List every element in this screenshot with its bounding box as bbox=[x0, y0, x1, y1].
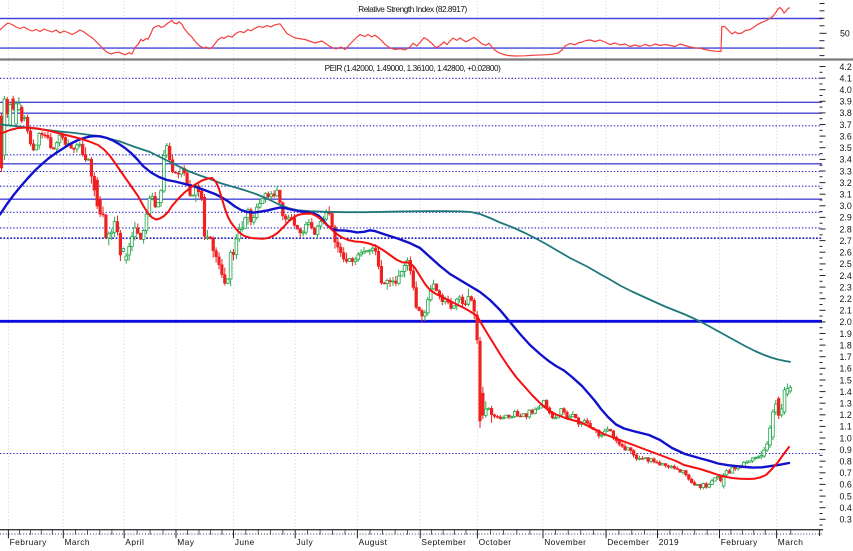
svg-text:3.0: 3.0 bbox=[840, 201, 852, 211]
svg-text:3.9: 3.9 bbox=[840, 97, 852, 107]
svg-text:October: October bbox=[479, 537, 512, 547]
svg-text:March: March bbox=[65, 537, 91, 547]
svg-text:2.3: 2.3 bbox=[840, 282, 852, 292]
svg-text:June: June bbox=[235, 537, 255, 547]
svg-text:0.9: 0.9 bbox=[840, 445, 852, 455]
svg-text:February: February bbox=[721, 537, 758, 547]
svg-text:2.6: 2.6 bbox=[840, 248, 852, 258]
svg-text:1.5: 1.5 bbox=[840, 375, 852, 385]
svg-text:2.0: 2.0 bbox=[840, 317, 852, 327]
svg-text:3.4: 3.4 bbox=[840, 155, 852, 165]
svg-text:4.0: 4.0 bbox=[840, 85, 852, 95]
svg-text:2019: 2019 bbox=[659, 537, 679, 547]
svg-text:0.4: 0.4 bbox=[840, 503, 852, 513]
svg-text:November: November bbox=[544, 537, 586, 547]
svg-text:2.9: 2.9 bbox=[840, 213, 852, 223]
svg-text:4.1: 4.1 bbox=[840, 73, 852, 83]
svg-text:2.7: 2.7 bbox=[840, 236, 852, 246]
svg-text:0.8: 0.8 bbox=[840, 457, 852, 467]
svg-text:1.8: 1.8 bbox=[840, 340, 852, 350]
svg-text:PEIR (1.42000, 1.49000, 1.3610: PEIR (1.42000, 1.49000, 1.36100, 1.42800… bbox=[325, 64, 502, 73]
svg-text:1.4: 1.4 bbox=[840, 387, 852, 397]
svg-text:0.5: 0.5 bbox=[840, 491, 852, 501]
svg-text:1.6: 1.6 bbox=[840, 364, 852, 374]
svg-text:1.1: 1.1 bbox=[840, 422, 852, 432]
svg-text:3.8: 3.8 bbox=[840, 108, 852, 118]
svg-text:2.1: 2.1 bbox=[840, 306, 852, 316]
svg-text:May: May bbox=[177, 537, 195, 547]
svg-text:1.9: 1.9 bbox=[840, 329, 852, 339]
svg-text:4.2: 4.2 bbox=[840, 62, 852, 72]
svg-text:December: December bbox=[607, 537, 649, 547]
svg-text:1.3: 1.3 bbox=[840, 399, 852, 409]
svg-text:April: April bbox=[125, 537, 144, 547]
svg-text:3.1: 3.1 bbox=[840, 190, 852, 200]
svg-text:0.3: 0.3 bbox=[840, 515, 852, 525]
svg-text:2.8: 2.8 bbox=[840, 224, 852, 234]
svg-text:February: February bbox=[10, 537, 47, 547]
svg-text:September: September bbox=[421, 537, 466, 547]
svg-text:1.2: 1.2 bbox=[840, 410, 852, 420]
svg-text:2.2: 2.2 bbox=[840, 294, 852, 304]
svg-text:1.0: 1.0 bbox=[840, 433, 852, 443]
svg-text:1.7: 1.7 bbox=[840, 352, 852, 362]
svg-text:July: July bbox=[296, 537, 313, 547]
svg-text:0.6: 0.6 bbox=[840, 480, 852, 490]
svg-text:Relative Strength Index (82.89: Relative Strength Index (82.8917) bbox=[358, 5, 467, 14]
svg-text:3.3: 3.3 bbox=[840, 166, 852, 176]
svg-text:2.4: 2.4 bbox=[840, 271, 852, 281]
svg-text:3.2: 3.2 bbox=[840, 178, 852, 188]
svg-text:3.7: 3.7 bbox=[840, 120, 852, 130]
svg-text:August: August bbox=[359, 537, 388, 547]
svg-text:2.5: 2.5 bbox=[840, 259, 852, 269]
svg-text:3.5: 3.5 bbox=[840, 143, 852, 153]
svg-text:0.7: 0.7 bbox=[840, 468, 852, 478]
svg-text:3.6: 3.6 bbox=[840, 131, 852, 141]
svg-text:March: March bbox=[778, 537, 804, 547]
svg-text:50: 50 bbox=[840, 28, 850, 38]
